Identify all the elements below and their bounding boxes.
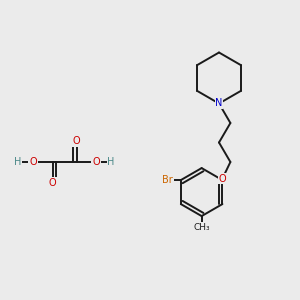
Text: O: O xyxy=(92,157,100,167)
Text: O: O xyxy=(29,157,37,167)
Text: Br: Br xyxy=(162,175,173,185)
Text: O: O xyxy=(49,178,56,188)
Text: H: H xyxy=(107,157,115,167)
Text: O: O xyxy=(219,174,226,184)
Text: H: H xyxy=(14,157,22,167)
Text: CH₃: CH₃ xyxy=(193,223,210,232)
Text: O: O xyxy=(73,136,80,146)
Text: N: N xyxy=(215,98,223,109)
